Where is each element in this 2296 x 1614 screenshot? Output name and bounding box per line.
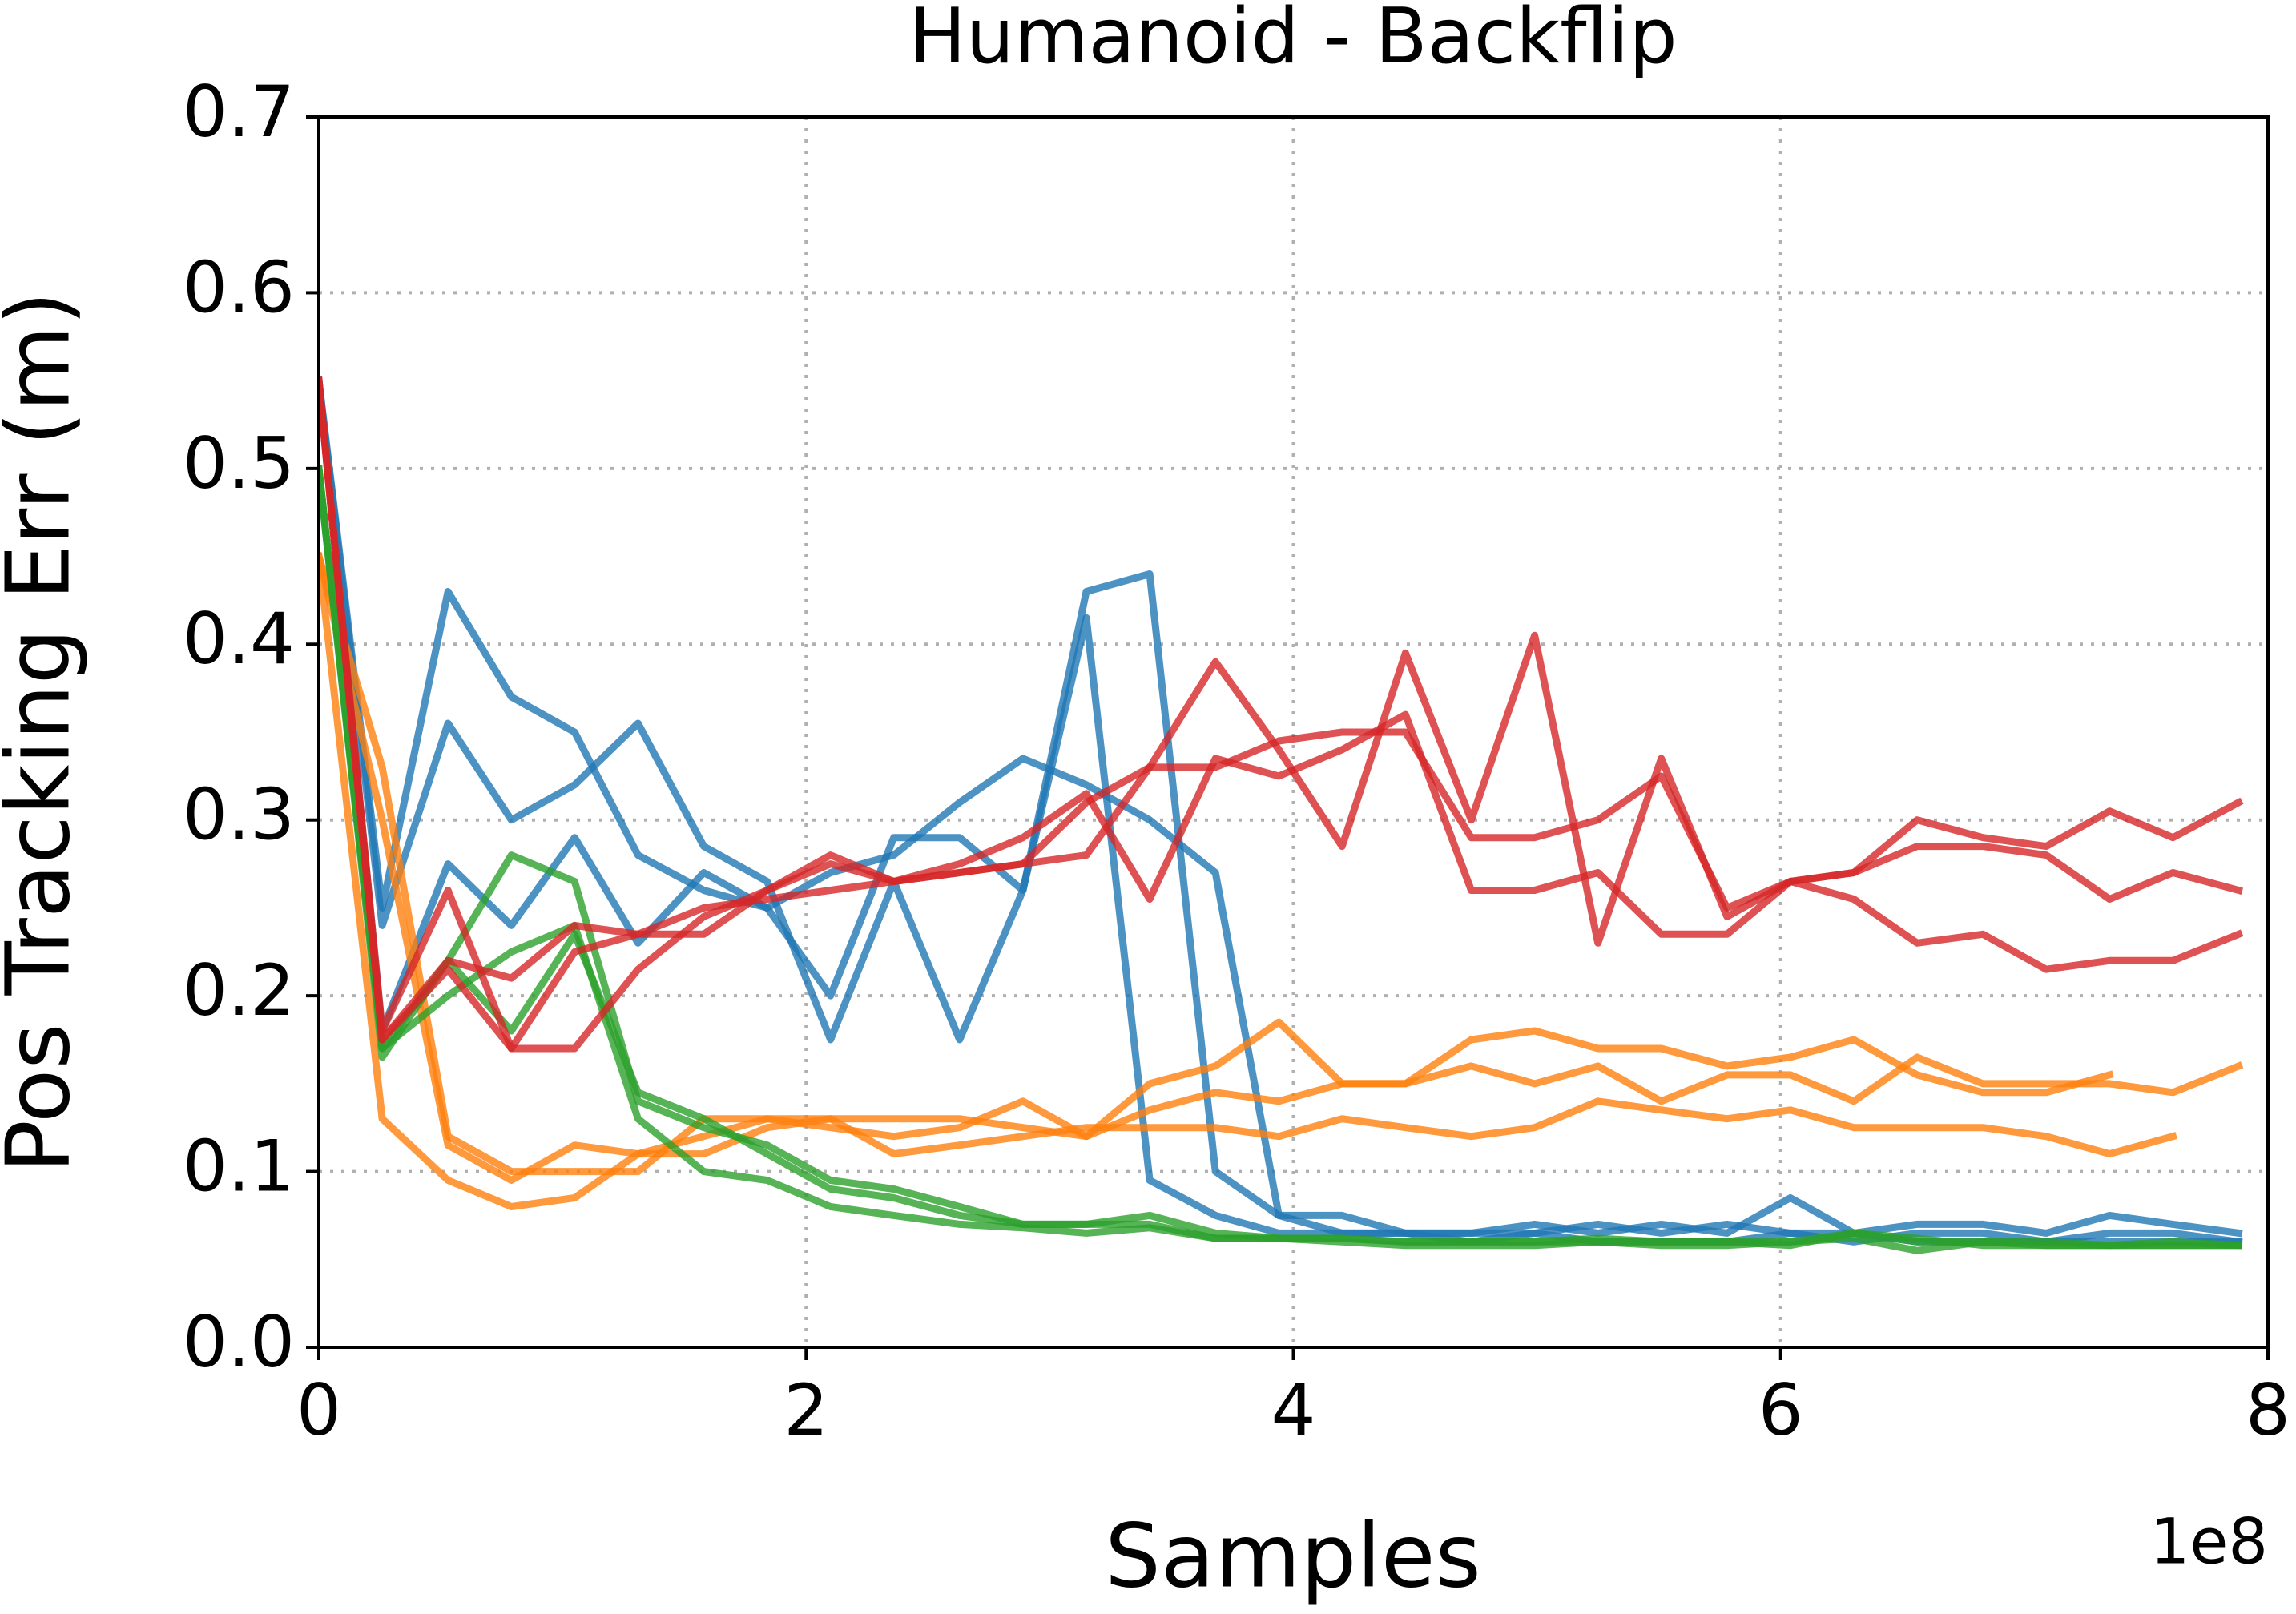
y-tick-label: 0.7 bbox=[183, 70, 295, 153]
x-tick-label: 0 bbox=[296, 1369, 341, 1451]
x-tick-label: 8 bbox=[2246, 1369, 2290, 1451]
chart-title: Humanoid - Backflip bbox=[908, 0, 1677, 81]
x-offset-label: 1e8 bbox=[2150, 1506, 2268, 1578]
plot-area bbox=[319, 376, 2244, 1254]
x-tick-label: 4 bbox=[1271, 1369, 1316, 1451]
series-line bbox=[319, 376, 2243, 1238]
series-line bbox=[319, 376, 2244, 1053]
ticks: 0.0 0.1 0.2 0.3 0.4 0.5 0.6 0.7 0 2 4 6 8 bbox=[183, 70, 2290, 1451]
y-tick-label: 0.5 bbox=[183, 422, 295, 505]
y-tick-label: 0.2 bbox=[183, 949, 295, 1032]
x-tick-label: 2 bbox=[783, 1369, 828, 1451]
x-axis-label: Samples bbox=[1105, 1504, 1481, 1607]
y-tick-label: 0.3 bbox=[183, 774, 295, 856]
series-line bbox=[319, 376, 2243, 1246]
y-axis-label: Pos Tracking Err (m) bbox=[0, 292, 89, 1173]
y-tick-label: 0.6 bbox=[183, 246, 295, 328]
series-line bbox=[319, 376, 2242, 1246]
series-line bbox=[319, 552, 2177, 1210]
y-tick-label: 0.0 bbox=[183, 1301, 295, 1383]
series-line bbox=[319, 464, 2242, 1250]
y-tick-label: 0.4 bbox=[183, 598, 295, 680]
y-tick-label: 0.1 bbox=[183, 1125, 295, 1207]
series-line bbox=[319, 376, 2244, 1053]
x-tick-label: 6 bbox=[1758, 1369, 1803, 1451]
grid bbox=[317, 115, 2270, 1349]
